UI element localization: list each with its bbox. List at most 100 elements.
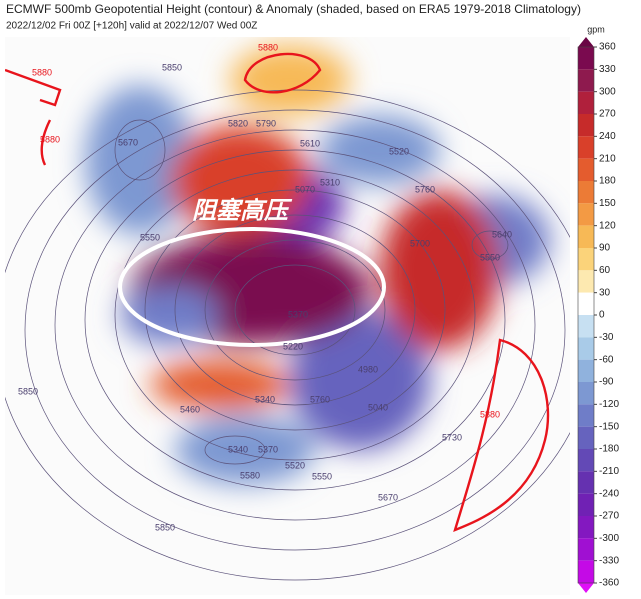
subtitle: 2022/12/02 Fri 00Z [+120h] valid at 2022… [6,21,257,32]
contour-label: 5760 [310,394,330,404]
contour-label: 5730 [442,432,462,442]
contour-label: 5640 [492,229,512,239]
contour-label: 5460 [180,404,200,414]
colorbar-top-arrow [578,37,594,47]
colorbar-tick-label: -270 [599,511,619,522]
colorbar-band [578,114,594,137]
contour-label: 5070 [295,184,315,194]
colorbar-tick-label: -300 [599,533,619,544]
colorbar-unit: gpm [587,24,605,34]
contour-label: 5550 [480,252,500,262]
contour-label: 5040 [368,402,388,412]
colorbar-band [578,203,594,226]
contour-label: 5820 [228,118,248,128]
contour-labels: 5880 5880 5880 5850 5820 5790 5670 5610 5520 5760… [18,42,512,532]
colorbar-tick-label: 90 [599,243,611,254]
contour-label: 5880 [258,42,278,52]
contour-label: 5670 [118,137,138,147]
colorbar-band [578,516,594,539]
colorbar-bottom-arrow [578,583,594,593]
colorbar-band [578,426,594,449]
colorbar-band [578,158,594,181]
contour-label: 5850 [18,386,38,396]
colorbar-band [578,91,594,114]
colorbar-tick-label: 330 [599,64,616,75]
colorbar-tick-label: 240 [599,131,616,142]
colorbar-band [578,404,594,427]
colorbar: gpm 3603303002702402101801501209060300-3… [577,24,619,593]
contour-label: 5670 [378,492,398,502]
colorbar-tick-label: 60 [599,265,611,276]
contour-label: 5880 [480,409,500,419]
title: ECMWF 500mb Geopotential Height (contour… [6,2,581,16]
annotation: 阻塞高压 [192,197,293,224]
colorbar-band [578,315,594,338]
colorbar-tick-label: -150 [599,421,619,432]
contour-label: 5220 [283,341,303,351]
anomaly-shading [85,45,550,485]
colorbar-tick-label: -360 [599,578,619,589]
contour-5880 [5,52,550,533]
colorbar-tick-label: 360 [599,42,616,53]
colorbar-tick-label: 120 [599,220,616,231]
colorbar-tick-label: -120 [599,399,619,410]
contour-label: 5880 [40,134,60,144]
colorbar-tick-label: 210 [599,153,616,164]
contour-label: 5340 [228,444,248,454]
colorbar-band [578,337,594,360]
contour-label: 5550 [312,471,332,481]
colorbar-tick-label: -180 [599,444,619,455]
colorbar-tick-label: 30 [599,287,611,298]
pos-anomaly [150,360,290,410]
contour-label: 5340 [255,394,275,404]
colorbar-band [578,471,594,494]
contour-label: 5520 [389,146,409,156]
colorbar-tick-label: -240 [599,488,619,499]
colorbar-tick-label: 180 [599,176,616,187]
colorbar-band [578,136,594,159]
colorbar-band [578,181,594,204]
contour-label: 5790 [256,118,276,128]
colorbar-band [578,225,594,248]
colorbar-tick-label: 270 [599,109,616,120]
contour-label: 5370 [288,309,308,319]
contour-label: 4980 [358,364,378,374]
contour-label: 5520 [285,460,305,470]
colorbar-band [578,47,594,70]
colorbar-band [578,538,594,561]
contour-label: 5610 [300,138,320,148]
colorbar-band [578,382,594,405]
colorbar-tick-label: -60 [599,354,614,365]
pos-anomaly [230,45,350,115]
pos-anomaly [380,190,500,350]
contour-label: 5370 [258,444,278,454]
colorbar-tick-label: -90 [599,377,614,388]
neg-anomaly [120,285,220,345]
colorbar-band [578,359,594,382]
map-area: 阻塞高压 5880 5880 5880 5850 5820 5790 5670 5610 552… [5,37,570,595]
contour-label: 5850 [155,522,175,532]
colorbar-band [578,248,594,271]
colorbar-band [578,292,594,315]
colorbar-tick-label: 0 [599,310,605,321]
contour-label: 5760 [415,184,435,194]
neg-anomaly [85,85,195,235]
colorbar-band [578,270,594,293]
pos-anomaly [170,125,310,235]
colorbar-band [578,69,594,92]
contour-label: 5880 [32,67,52,77]
colorbar-tick-label: -330 [599,555,619,566]
neg-anomaly [320,115,440,185]
colorbar-band [578,449,594,472]
height-contours [5,89,570,581]
contour-label: 5700 [410,238,430,248]
colorbar-band [578,560,594,583]
colorbar-tick-label: -30 [599,332,614,343]
colorbar-tick-label: -210 [599,466,619,477]
highlight-ellipse [118,227,386,347]
colorbar-band [578,493,594,516]
contour-label: 5310 [320,177,340,187]
colorbar-tick-label: 300 [599,86,616,97]
